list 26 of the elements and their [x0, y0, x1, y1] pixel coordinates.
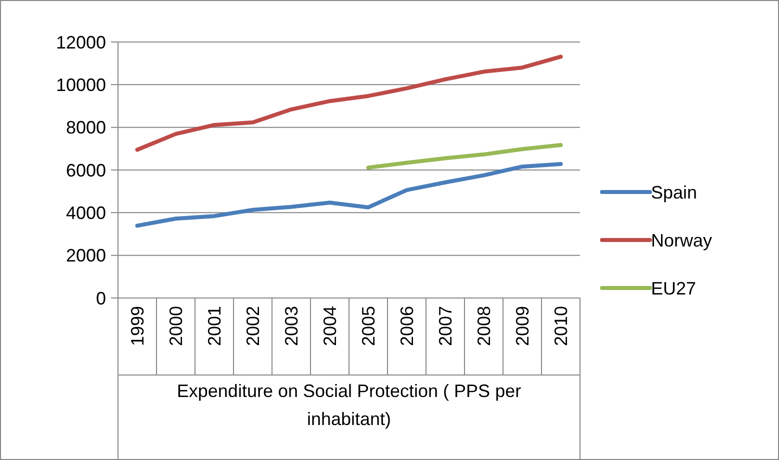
line-series	[135, 54, 563, 152]
x-tick-label: 2000	[166, 306, 186, 346]
x-tick-label: 2002	[243, 306, 264, 346]
y-tick-label: 12000	[56, 32, 106, 52]
legend-label: Norway	[651, 230, 712, 250]
x-axis-title: Expenditure on Social Protection ( PPS per inhabitant)	[176, 380, 522, 431]
y-tick-label: 6000	[66, 160, 106, 180]
y-tick-label: 2000	[66, 246, 106, 266]
x-tick-label: 2004	[320, 306, 340, 346]
y-tick-label: 4000	[66, 202, 106, 223]
legend-label: Spain	[651, 182, 698, 202]
x-tick-label: 1999	[128, 306, 148, 346]
y-tick-label: 8000	[66, 118, 106, 138]
x-tick-label: 2008	[474, 306, 494, 346]
y-tick-label: 10000	[56, 74, 106, 95]
y-tick-label: 0	[96, 288, 106, 308]
x-tick-label: 2010	[551, 306, 572, 346]
x-tick-label: 2006	[397, 306, 418, 346]
x-tick-label: 2003	[282, 306, 302, 346]
line-series	[135, 162, 563, 228]
x-tick-label: 2007	[436, 306, 456, 346]
x-tick-label: 2009	[512, 306, 533, 346]
legend-label: EU27	[651, 278, 696, 298]
line-series	[366, 143, 563, 170]
x-tick-label: 2005	[358, 306, 379, 346]
x-tick-label: 2001	[204, 306, 225, 346]
